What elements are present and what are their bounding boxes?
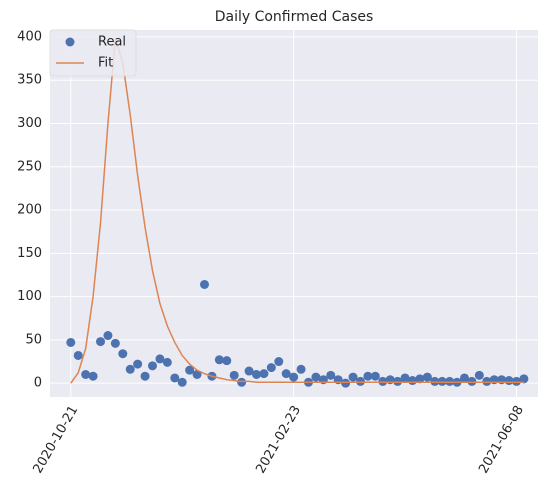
- y-tick-label: 0: [34, 376, 42, 391]
- data-point: [155, 354, 165, 364]
- data-point: [266, 363, 276, 373]
- legend-label: Fit: [98, 56, 113, 71]
- data-point: [459, 373, 469, 383]
- data-point: [170, 373, 180, 383]
- data-point: [363, 371, 373, 381]
- data-point: [437, 376, 447, 386]
- data-point: [88, 371, 98, 381]
- data-point: [311, 372, 321, 382]
- data-point: [445, 376, 455, 386]
- data-point: [81, 369, 91, 379]
- data-point: [229, 370, 239, 380]
- data-point: [400, 373, 410, 383]
- data-point: [289, 372, 299, 382]
- legend-label: Real: [98, 35, 126, 50]
- data-point: [148, 361, 158, 371]
- x-tick-label: 2021-06-08: [476, 403, 527, 476]
- data-point: [125, 364, 135, 374]
- data-point: [378, 376, 388, 386]
- data-point: [110, 338, 120, 348]
- chart-title: Daily Confirmed Cases: [215, 9, 374, 25]
- y-tick-label: 250: [17, 159, 42, 174]
- data-point: [370, 371, 380, 381]
- data-point: [118, 349, 128, 359]
- data-point: [199, 279, 209, 289]
- data-point: [73, 350, 83, 360]
- data-point: [162, 357, 172, 367]
- x-tick-label: 2020-10-21: [31, 403, 82, 476]
- data-point: [185, 365, 195, 375]
- data-point: [222, 356, 232, 366]
- data-point: [140, 371, 150, 381]
- data-point: [355, 376, 365, 386]
- y-tick-label: 400: [17, 29, 42, 44]
- data-point: [430, 376, 440, 386]
- data-point: [415, 374, 425, 384]
- data-point: [133, 359, 143, 369]
- data-point: [341, 378, 351, 388]
- data-point: [348, 372, 358, 382]
- data-point: [237, 377, 247, 387]
- data-point: [192, 369, 202, 379]
- data-point: [281, 369, 291, 379]
- data-point: [96, 337, 106, 347]
- data-point: [251, 369, 261, 379]
- data-point: [177, 377, 187, 387]
- y-tick-label: 350: [17, 73, 42, 88]
- data-point: [244, 366, 254, 376]
- y-tick-label: 100: [17, 289, 42, 304]
- y-tick-label: 300: [17, 116, 42, 131]
- data-point: [482, 376, 492, 386]
- data-point: [519, 374, 529, 384]
- legend-marker: [65, 37, 75, 47]
- data-point: [467, 376, 477, 386]
- data-point: [274, 357, 284, 367]
- data-point: [259, 369, 269, 379]
- x-tick-label: 2021-02-23: [253, 403, 304, 476]
- data-point: [296, 364, 306, 374]
- fit-line: [70, 38, 524, 384]
- data-point: [422, 372, 432, 382]
- data-point: [407, 376, 417, 386]
- data-point: [393, 376, 403, 386]
- data-point: [474, 370, 484, 380]
- data-point: [214, 355, 224, 365]
- y-tick-label: 200: [17, 203, 42, 218]
- data-point: [326, 370, 336, 380]
- data-point: [66, 337, 76, 347]
- y-tick-label: 50: [25, 332, 42, 347]
- data-point: [511, 376, 521, 386]
- y-tick-label: 150: [17, 246, 42, 261]
- data-point: [103, 331, 113, 341]
